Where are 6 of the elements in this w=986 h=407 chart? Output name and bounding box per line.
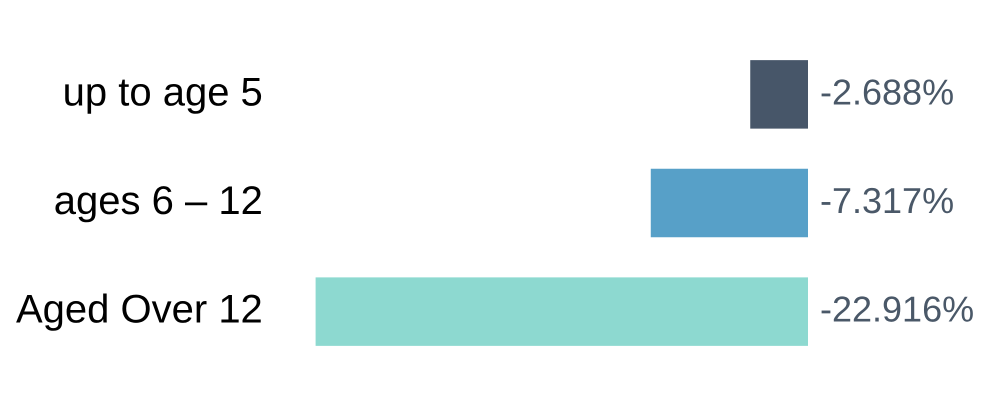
data-label: -22.916% xyxy=(820,288,974,330)
data-label: -7.317% xyxy=(820,180,954,221)
data-label: -2.688% xyxy=(820,71,954,112)
y-tick-label: Aged Over 12 xyxy=(16,288,263,332)
y-tick-label: up to age 5 xyxy=(62,70,263,114)
y-tick-label: ages 6 – 12 xyxy=(54,179,263,224)
